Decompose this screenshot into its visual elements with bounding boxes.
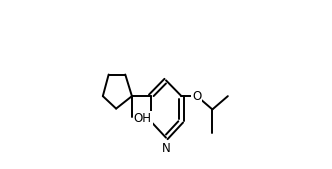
- Text: O: O: [192, 90, 202, 103]
- Text: N: N: [162, 142, 170, 155]
- Text: OH: OH: [133, 112, 152, 125]
